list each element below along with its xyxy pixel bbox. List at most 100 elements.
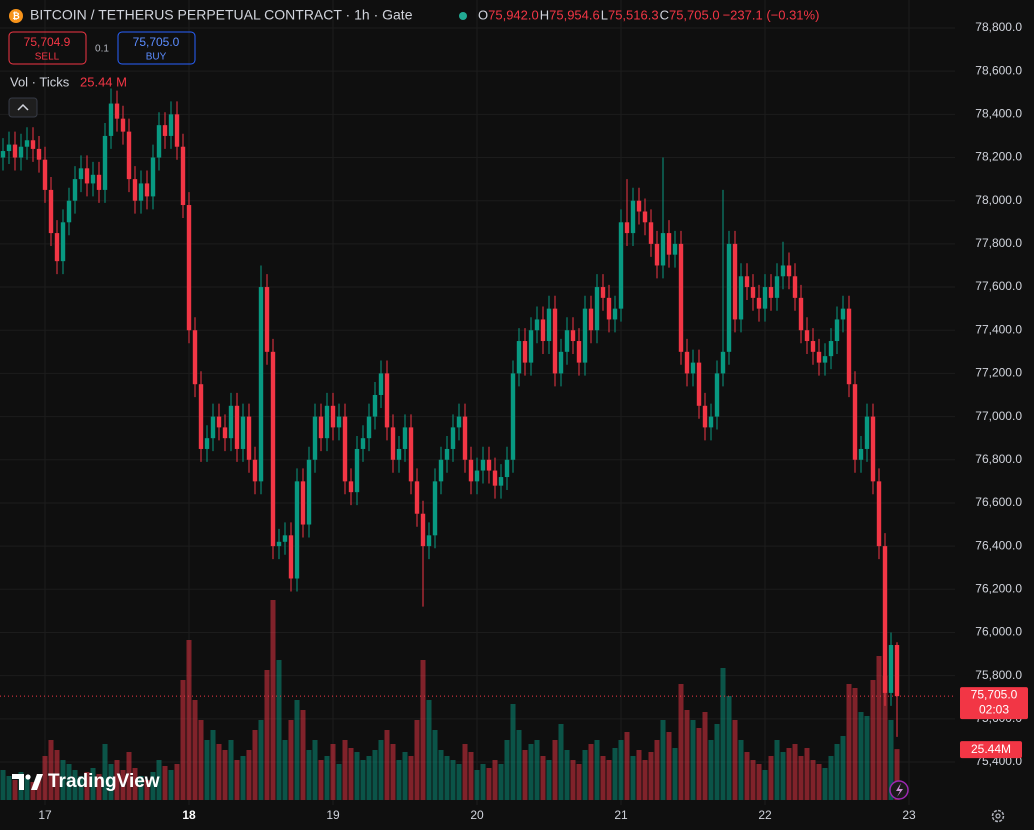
brand-logo: TradingView [12, 771, 160, 792]
volume-bar [636, 750, 642, 800]
volume-bar [360, 760, 366, 800]
candle-body [810, 341, 816, 352]
candle-body [774, 276, 780, 298]
buy-button[interactable] [117, 31, 196, 65]
candle-body [78, 168, 84, 180]
volume-bar [66, 764, 72, 800]
candle-body [186, 205, 192, 331]
candle-body [96, 174, 102, 190]
candle-body [618, 222, 624, 309]
volume-bar [738, 740, 744, 800]
volume-bar [714, 724, 720, 800]
volume-bar [390, 744, 396, 800]
candle-body [798, 297, 804, 331]
volume-bar [36, 774, 42, 800]
candle-body [654, 243, 660, 266]
volume-bar [726, 696, 732, 800]
volume-bar [150, 772, 156, 800]
spread: 0.1 [95, 44, 109, 55]
candle-body [894, 644, 900, 697]
volume-bar [222, 750, 228, 800]
last-price-tag [960, 687, 1028, 720]
lightning-icon [896, 783, 903, 797]
candle-body [246, 416, 252, 460]
y-tick-label: 76,000.0 [975, 625, 1022, 639]
candle-body [750, 287, 756, 298]
volume-bar [846, 684, 852, 800]
volume-bar [204, 740, 210, 800]
ohlc-key: O [478, 7, 488, 22]
candle-body [342, 416, 348, 482]
settings-button[interactable] [991, 809, 1005, 823]
volume-bar [834, 744, 840, 800]
volume-bar [492, 760, 498, 800]
volume-bar [780, 752, 786, 800]
candle-body [390, 427, 396, 460]
volume-bar [348, 748, 354, 800]
y-tick-label: 77,200.0 [975, 366, 1022, 380]
candle-body [516, 341, 522, 374]
candle-body [594, 287, 600, 331]
x-tick-label: 17 [38, 808, 52, 822]
volume-bar [84, 772, 90, 800]
candle-body [216, 416, 222, 428]
candle-body [768, 287, 774, 298]
candle-body [174, 114, 180, 147]
candle-body [474, 470, 480, 482]
sell-button[interactable] [8, 31, 87, 65]
candle-body [660, 233, 666, 266]
volume-bar [6, 776, 12, 800]
x-tick-label: 23 [902, 808, 916, 822]
last-volume-label: 25.44M [971, 742, 1011, 756]
volume-bar [684, 710, 690, 800]
volume-bar [42, 756, 48, 800]
candle-body [288, 535, 294, 579]
candle-body [408, 427, 414, 482]
volume-bar [732, 720, 738, 800]
candle-body [252, 459, 258, 482]
chevron-icon [17, 103, 29, 111]
volume-bar [234, 760, 240, 800]
volume-bar [786, 748, 792, 800]
volume-bar [840, 736, 846, 800]
volume-bar [648, 752, 654, 800]
candle-body [870, 416, 876, 482]
candle-body [762, 287, 768, 309]
candle-body [168, 114, 174, 136]
candle-body [822, 356, 828, 363]
ohlc-key: C [660, 7, 669, 22]
symbol-title[interactable]: BITCOIN / TETHERUS PERPETUAL CONTRACT · … [30, 7, 413, 23]
logo-mark [25, 774, 31, 780]
y-tick-label: 76,200.0 [975, 581, 1022, 595]
candle-body [138, 183, 144, 201]
volume-bar [258, 720, 264, 800]
volume-bar [372, 750, 378, 800]
volume-bar [12, 780, 18, 800]
volume-bar [864, 716, 870, 800]
volume-bar [438, 750, 444, 800]
volume-bar [498, 764, 504, 800]
candle-body [648, 222, 654, 244]
volume-bar [432, 730, 438, 800]
y-tick-label: 75,800.0 [975, 668, 1022, 682]
volume-bar [174, 764, 180, 800]
candle-body [324, 405, 330, 439]
candle-body [258, 287, 264, 482]
candle-body [84, 168, 90, 184]
volume-bar [624, 732, 630, 800]
volume-bar [336, 764, 342, 800]
coin-icon-glyph: ₿ [12, 11, 19, 21]
candle-body [420, 513, 426, 547]
y-tick-label: 77,400.0 [975, 322, 1022, 336]
candle-body [600, 287, 606, 298]
candle-body [534, 319, 540, 331]
collapse-button[interactable] [8, 97, 38, 118]
candle-body [162, 125, 168, 136]
volume-bar [804, 748, 810, 800]
candle-body [222, 427, 228, 439]
y-tick-label: 76,600.0 [975, 495, 1022, 509]
ohlc-value: 75,516.3 [608, 7, 659, 22]
volume-bar [666, 732, 672, 800]
candle-body [852, 384, 858, 460]
